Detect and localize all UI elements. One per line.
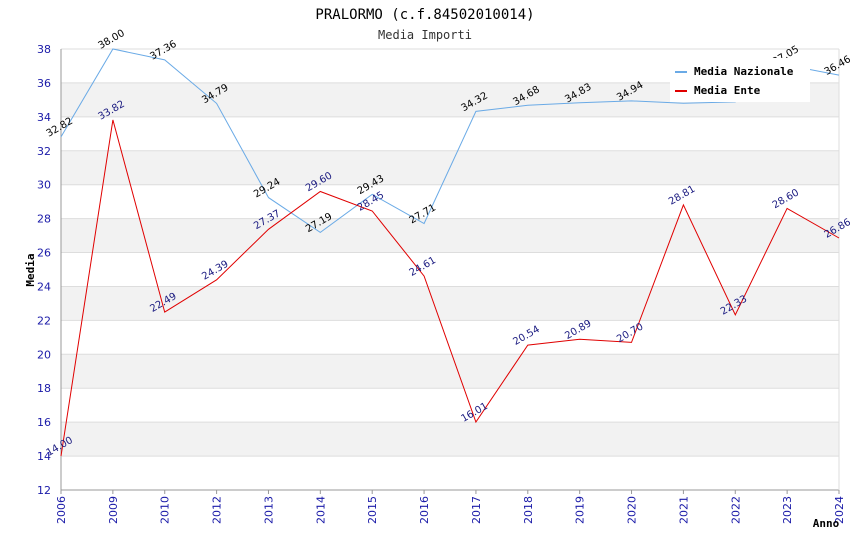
data-label-nazionale: 37.36: [148, 39, 178, 63]
x-tick-label: 2010: [159, 496, 172, 524]
chart-subtitle: Media Importi: [378, 28, 472, 42]
data-label-ente: 16.01: [460, 401, 490, 425]
y-tick-label: 32: [37, 145, 51, 158]
x-tick-label: 2006: [55, 496, 68, 524]
x-tick-label: 2021: [677, 496, 690, 524]
x-tick-labels: 2006 2009 2010 2012 2013 2014 2015 2016 2017 2018…: [55, 496, 846, 524]
y-tick-label: 20: [37, 348, 51, 361]
x-tick-label: 2024: [833, 496, 846, 524]
y-axis-label: Media: [24, 253, 37, 286]
x-tick-label: 2013: [262, 496, 275, 524]
data-label-ente: 20.89: [563, 318, 593, 342]
y-tick-label: 16: [37, 416, 51, 429]
x-tick-label: 2012: [211, 496, 224, 524]
data-label-ente: 20.70: [615, 321, 645, 345]
band: [61, 422, 839, 457]
band: [61, 218, 839, 253]
y-tick-label: 22: [37, 314, 51, 327]
x-tick-label: 2016: [418, 496, 431, 524]
band: [61, 354, 839, 389]
y-tick-label: 14: [37, 450, 51, 463]
x-tick-label: 2019: [574, 496, 587, 524]
series-line-ente: [60, 119, 840, 457]
axes: [60, 49, 840, 494]
x-tick-label: 2020: [626, 496, 639, 524]
data-label-ente: 24.61: [408, 255, 438, 279]
band: [61, 286, 839, 321]
data-label-ente: 24.39: [200, 259, 230, 283]
series-lines: [60, 48, 840, 457]
chart-title: PRALORMO (c.f.84502010014): [315, 7, 534, 23]
legend-label-ente: Media Ente: [694, 84, 761, 97]
background-bands: [61, 82, 839, 457]
y-tick-label: 18: [37, 382, 51, 395]
y-tick-label: 12: [37, 484, 51, 497]
x-axis-label: Anno: [813, 517, 840, 530]
y-tick-label: 36: [37, 77, 51, 90]
data-label-ente: 28.60: [771, 187, 801, 211]
data-label-ente: 28.81: [667, 184, 697, 208]
legend: Media Nazionale Media Ente: [670, 58, 810, 102]
y-tick-label: 28: [37, 213, 51, 226]
legend-box: [670, 58, 810, 102]
y-tick-label: 24: [37, 280, 51, 293]
data-label-nazionale: 38.00: [96, 28, 126, 52]
x-tick-label: 2023: [781, 496, 794, 524]
y-tick-label: 34: [37, 111, 51, 124]
y-tick-label: 30: [37, 179, 51, 192]
x-tick-label: 2009: [107, 496, 120, 524]
series-line-nazionale: [60, 48, 840, 234]
y-tick-label: 26: [37, 247, 51, 260]
x-tick-label: 2017: [470, 496, 483, 524]
y-tick-labels: 12 14 16 18 20 22 24 26 28 30 32 34 36 38: [37, 43, 51, 497]
y-tick-label: 38: [37, 43, 51, 56]
x-tick-label: 2018: [522, 496, 535, 524]
x-tick-label: 2014: [314, 496, 327, 524]
legend-label-nazionale: Media Nazionale: [694, 65, 794, 78]
x-tick-label: 2015: [366, 496, 379, 524]
x-tick-label: 2022: [729, 496, 742, 524]
